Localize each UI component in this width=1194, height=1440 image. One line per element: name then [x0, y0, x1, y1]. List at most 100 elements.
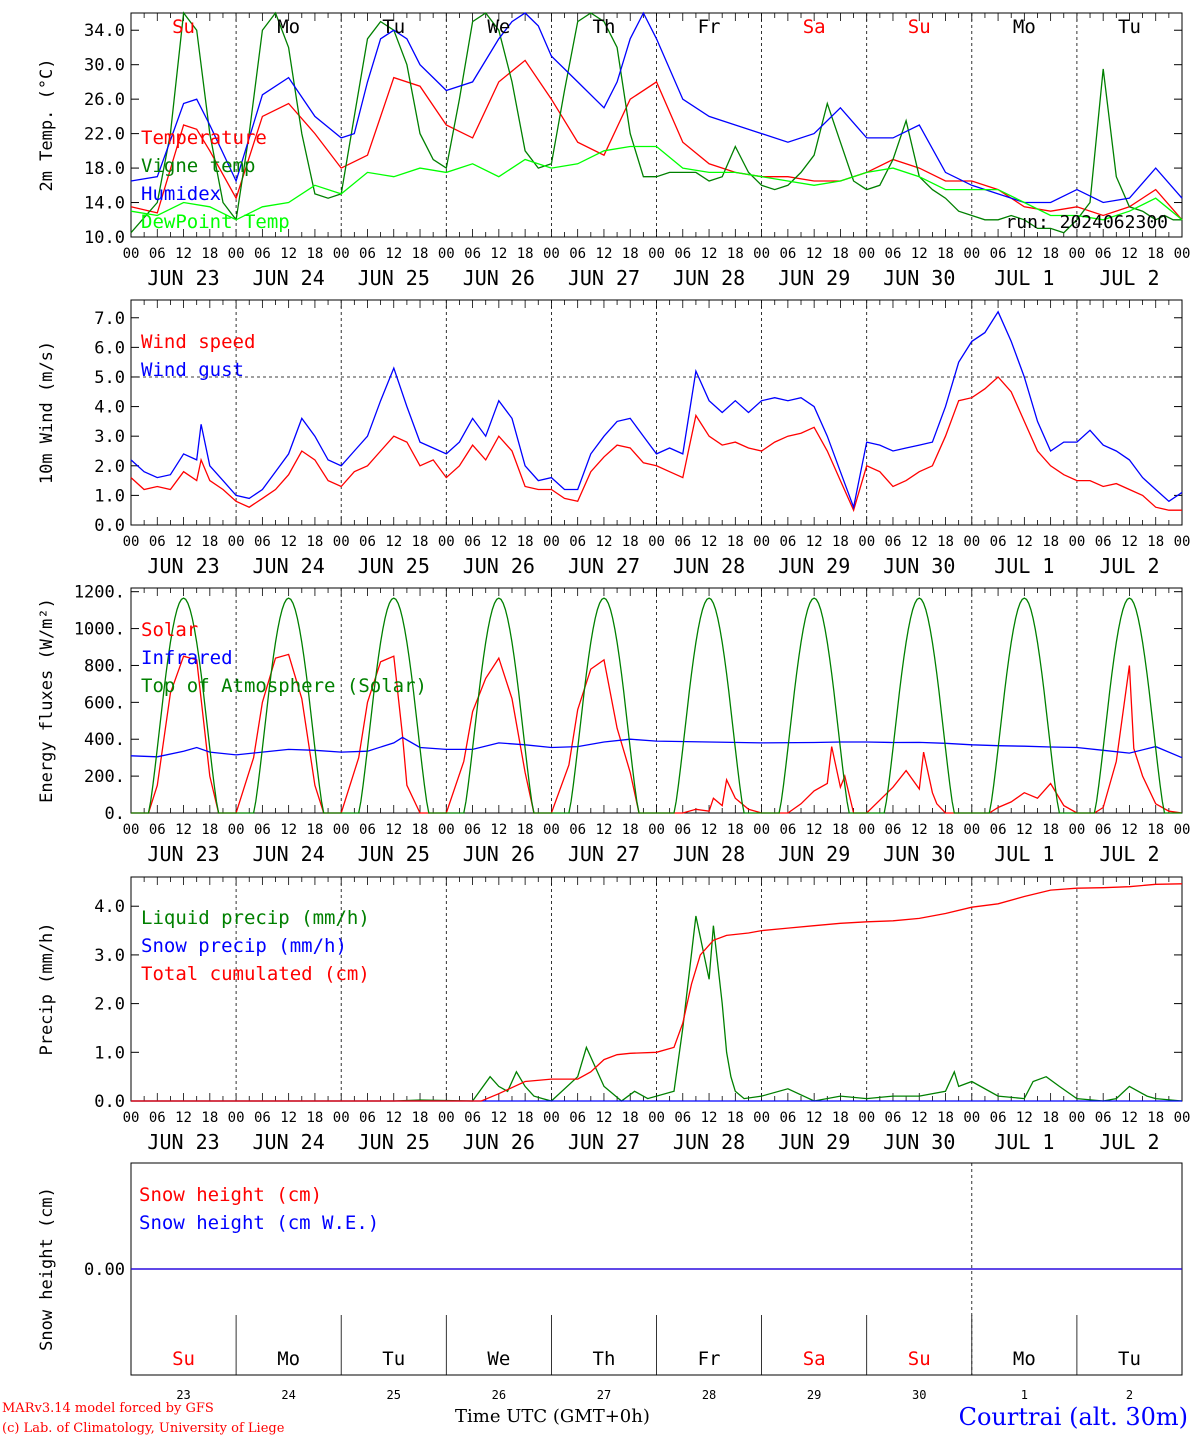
hour-label: 18 [201, 822, 218, 838]
hour-label: 06 [254, 822, 271, 838]
y-tick-label: 800. [84, 656, 125, 676]
date-label: JUN 25 [358, 554, 430, 578]
hour-label: 18 [937, 534, 954, 550]
date-label: JUL 2 [1099, 1130, 1159, 1154]
hour-label: 12 [701, 534, 718, 550]
hour-label: 18 [727, 822, 744, 838]
hour-label: 18 [727, 534, 744, 550]
y-tick-label: 10.0 [84, 228, 125, 248]
weekday-label: Tu [1118, 1348, 1141, 1370]
y-axis-label: 2m Temp. (°C) [37, 58, 57, 191]
hour-label: 06 [1095, 534, 1112, 550]
hour-label: 00 [228, 246, 245, 262]
hour-label: 06 [464, 822, 481, 838]
hour-label: 06 [990, 822, 1007, 838]
panel-5: 0.00 Snow height (cm) Snow height (cm) Snow… [37, 1162, 1183, 1402]
hour-label: 06 [149, 822, 166, 838]
hour-label: 06 [359, 822, 376, 838]
hour-label: 00 [1174, 1110, 1191, 1126]
weekday-label: Su [172, 16, 195, 38]
hour-label: 12 [175, 822, 192, 838]
hour-label: 18 [1147, 1110, 1164, 1126]
y-axis-label: 10m Wind (m/s) [37, 341, 57, 484]
legend-entry: Snow height (cm W.E.) [139, 1212, 379, 1234]
weekday-label: Sa [803, 16, 826, 38]
hour-label: 12 [175, 534, 192, 550]
y-tick-label: 0.00 [84, 1260, 125, 1280]
date-label: JUL 1 [994, 554, 1054, 578]
date-label: JUN 24 [253, 266, 325, 290]
date-label: JUN 23 [147, 842, 219, 866]
hour-label: 00 [753, 822, 770, 838]
hour-label: 06 [569, 246, 586, 262]
hour-label: 18 [937, 246, 954, 262]
weekday-label: Mo [1013, 16, 1036, 38]
legend-entry: Temperature [141, 127, 267, 149]
hour-label: 00 [753, 1110, 770, 1126]
hour-label: 12 [385, 1110, 402, 1126]
hour-label: 00 [333, 1110, 350, 1126]
hour-label: 12 [911, 822, 928, 838]
hour-label: 00 [963, 246, 980, 262]
hour-label: 06 [569, 822, 586, 838]
hour-label: 18 [517, 1110, 534, 1126]
hour-label: 18 [201, 534, 218, 550]
hour-label: 18 [1042, 822, 1059, 838]
weekday-label: Fr [698, 1348, 721, 1370]
hour-label: 00 [123, 822, 140, 838]
date-label: JUN 30 [883, 1130, 955, 1154]
legend-entry: Wind gust [141, 359, 244, 381]
hour-label: 18 [832, 246, 849, 262]
hour-label: 12 [806, 822, 823, 838]
credit-model: MARv3.14 model forced by GFS [2, 1401, 214, 1416]
weekday-label: Th [593, 1348, 616, 1370]
hour-label: 00 [1068, 246, 1085, 262]
hour-label: 12 [490, 1110, 507, 1126]
y-tick-label: 26.0 [84, 90, 125, 110]
panel-1: 10.0 14.0 18.0 22.0 26.0 30.0 34.0 2m Temp. (°C… [37, 11, 1190, 290]
hour-label: 06 [990, 1110, 1007, 1126]
hour-label: 18 [517, 534, 534, 550]
hour-label: 18 [1147, 534, 1164, 550]
weekday-label: Sa [803, 1348, 826, 1370]
y-tick-label: 1200. [74, 583, 125, 603]
run-label: run: 2024062300 [1005, 212, 1168, 233]
date-label: JUN 29 [778, 554, 850, 578]
date-label: JUL 1 [994, 266, 1054, 290]
hour-label: 12 [1121, 1110, 1138, 1126]
y-tick-label: 1.0 [94, 1043, 125, 1063]
hour-label: 18 [937, 1110, 954, 1126]
hour-label: 06 [149, 1110, 166, 1126]
date-label: JUN 27 [568, 554, 640, 578]
date-label: JUN 23 [147, 554, 219, 578]
hour-label: 12 [385, 246, 402, 262]
hour-label: 06 [674, 822, 691, 838]
hour-label: 18 [1147, 822, 1164, 838]
series-line [131, 883, 1183, 1102]
hour-label: 18 [622, 1110, 639, 1126]
hour-label: 12 [490, 534, 507, 550]
day-number: 26 [492, 1388, 506, 1402]
hour-label: 18 [1042, 534, 1059, 550]
plot-frame [130, 299, 1183, 526]
weekday-label: Tu [382, 16, 405, 38]
hour-label: 12 [596, 534, 613, 550]
hour-label: 18 [937, 822, 954, 838]
date-label: JUN 23 [147, 266, 219, 290]
hour-label: 06 [674, 534, 691, 550]
date-label: JUN 25 [358, 266, 430, 290]
hour-label: 00 [963, 822, 980, 838]
day-number: 2 [1126, 1388, 1133, 1402]
hour-label: 12 [1016, 1110, 1033, 1126]
y-tick-label: 2.0 [94, 995, 125, 1015]
date-label: JUN 23 [147, 1130, 219, 1154]
day-number: 29 [807, 1388, 821, 1402]
hour-label: 00 [1068, 822, 1085, 838]
hour-label: 06 [254, 1110, 271, 1126]
hour-label: 06 [359, 534, 376, 550]
hour-label: 12 [701, 822, 718, 838]
y-tick-label: 600. [84, 693, 125, 713]
date-label: JUN 27 [568, 1130, 640, 1154]
y-tick-label: 1000. [74, 620, 125, 640]
